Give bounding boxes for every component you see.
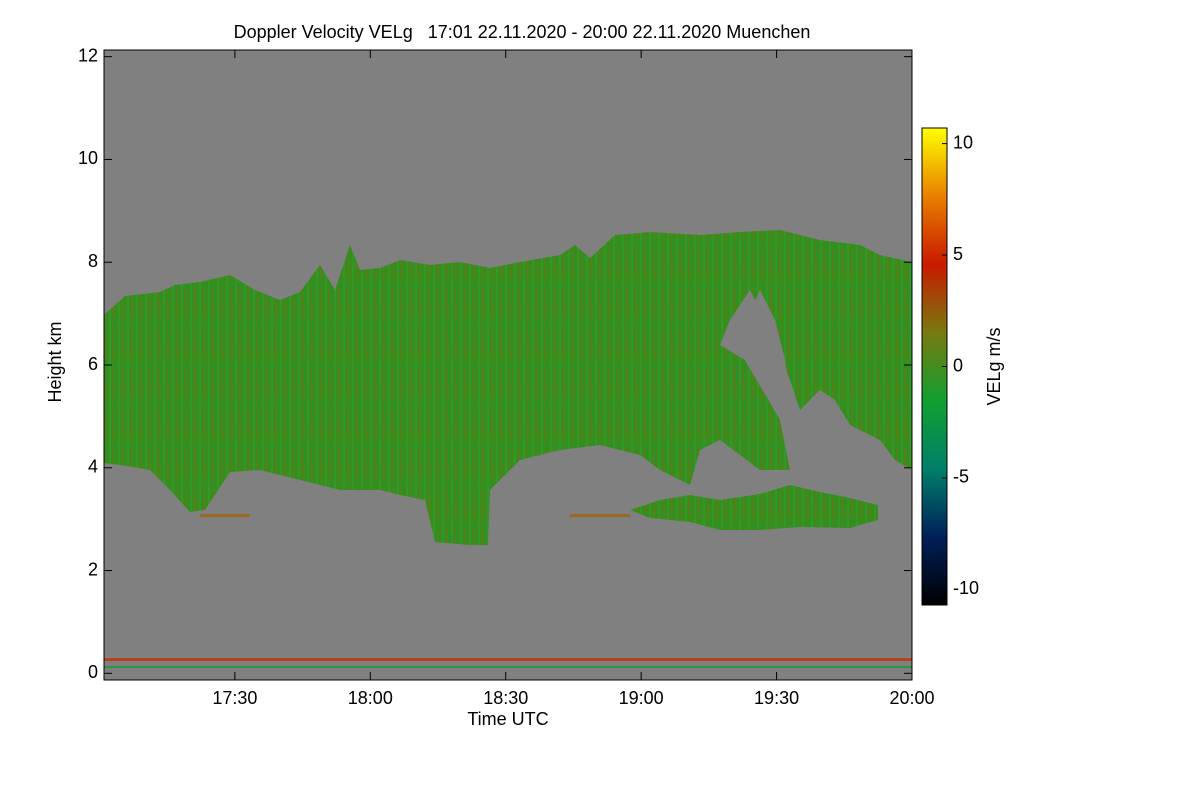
y-tick-label: 0: [88, 662, 98, 682]
y-tick-label: 4: [88, 457, 98, 477]
x-tick-label: 19:30: [754, 688, 799, 708]
x-tick-label: 18:30: [483, 688, 528, 708]
colorbar-tick-label: 5: [953, 244, 963, 264]
echo-field: [104, 230, 912, 668]
cloud-echo: [104, 230, 912, 545]
y-tick-label: 12: [78, 45, 98, 65]
x-tick-label: 17:30: [212, 688, 257, 708]
y-tick-label: 10: [78, 148, 98, 168]
colorbar-tick-label: -5: [953, 467, 969, 487]
y-tick-label: 6: [88, 354, 98, 374]
clutter-line: [104, 666, 912, 668]
y-tick-label: 2: [88, 559, 98, 579]
colorbar-tick-label: 0: [953, 355, 963, 375]
colorbar-tick-label: -10: [953, 578, 979, 598]
y-tick-label: 8: [88, 251, 98, 271]
colorbar-label: VELg m/s: [984, 327, 1004, 405]
x-axis-label: Time UTC: [467, 709, 548, 729]
colorbar-tick-label: 10: [953, 132, 973, 152]
clutter-line: [570, 514, 630, 517]
clutter-line: [200, 514, 250, 517]
lower-echo: [630, 485, 878, 530]
x-tick-label: 18:00: [348, 688, 393, 708]
clutter-line: [104, 658, 912, 661]
x-tick-label: 19:00: [619, 688, 664, 708]
y-axis-label: Height km: [45, 321, 65, 402]
echo-gap: [742, 290, 790, 410]
chart-title: Doppler Velocity VELg 17:01 22.11.2020 -…: [234, 22, 811, 42]
x-tick-label: 20:00: [889, 688, 934, 708]
